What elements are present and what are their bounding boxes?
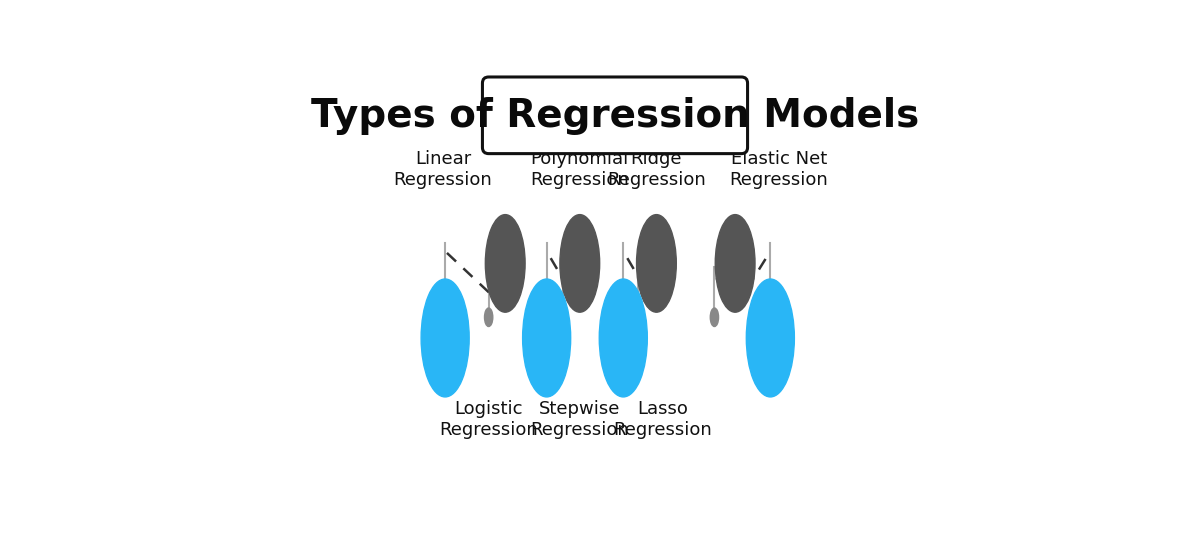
Ellipse shape (746, 279, 794, 397)
Ellipse shape (636, 215, 677, 312)
Ellipse shape (599, 279, 647, 397)
Ellipse shape (485, 215, 526, 312)
Ellipse shape (523, 279, 571, 397)
Ellipse shape (715, 215, 755, 312)
Ellipse shape (710, 308, 719, 327)
Ellipse shape (485, 308, 493, 327)
Text: Types of Regression Models: Types of Regression Models (311, 96, 919, 134)
Ellipse shape (559, 308, 568, 327)
Text: Stepwise
Regression: Stepwise Regression (530, 400, 629, 439)
Text: Linear
Regression: Linear Regression (394, 150, 492, 189)
Text: Ridge
Regression: Ridge Regression (607, 150, 706, 189)
Ellipse shape (634, 308, 642, 327)
Text: Polynomial
Regression: Polynomial Regression (530, 150, 629, 189)
Text: Logistic
Regression: Logistic Regression (439, 400, 538, 439)
FancyBboxPatch shape (482, 77, 748, 154)
Ellipse shape (421, 279, 469, 397)
Text: Lasso
Regression: Lasso Regression (613, 400, 712, 439)
Text: Elastic Net
Regression: Elastic Net Regression (730, 150, 828, 189)
Ellipse shape (560, 215, 600, 312)
